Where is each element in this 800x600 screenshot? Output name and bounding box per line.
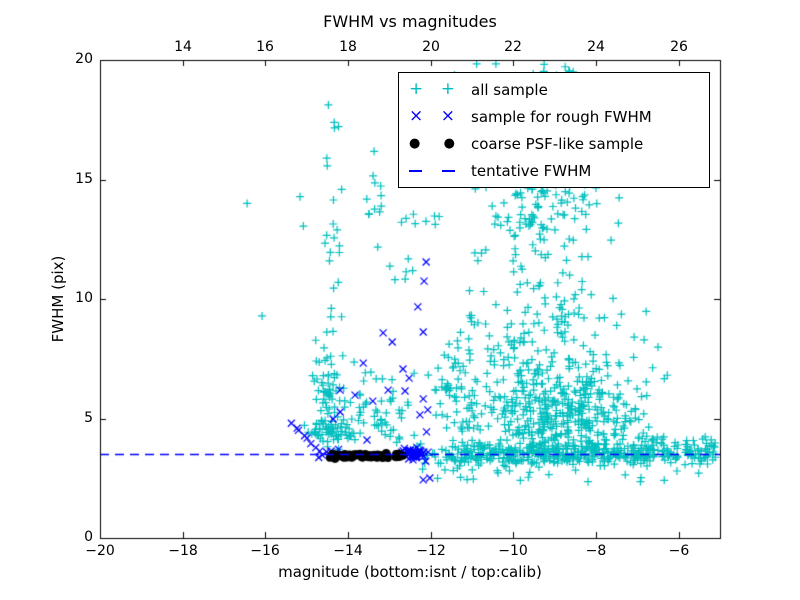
legend-entry-rough-fwhm: × × sample for rough FWHM [399, 103, 709, 130]
x-tick-label-bottom: −16 [250, 543, 280, 559]
y-tick-label: 20 [75, 51, 93, 67]
x-tick-label-bottom: −18 [168, 543, 198, 559]
legend: + + all sample × × sample for rough FWHM ●… [398, 72, 710, 188]
legend-label: tentative FWHM [471, 161, 592, 180]
legend-label: all sample [471, 80, 548, 99]
x-marker-icon: × × [409, 106, 455, 126]
legend-label: sample for rough FWHM [471, 107, 652, 126]
legend-entry-all-sample: + + all sample [399, 76, 709, 103]
y-tick-label: 5 [84, 410, 93, 426]
x-tick-label-top: 22 [504, 39, 522, 55]
x-tick-label-top: 20 [422, 39, 440, 55]
x-tick-label-bottom: −8 [585, 543, 607, 559]
legend-entry-tentative-fwhm: tentative FWHM [399, 157, 709, 184]
dot-icon: ● ● [409, 136, 455, 151]
x-axis-label: magnitude (bottom:isnt / top:calib) [278, 563, 542, 581]
x-tick-label-top: 14 [174, 39, 192, 55]
x-tick-label-bottom: −12 [416, 543, 446, 559]
x-tick-label-top: 24 [587, 39, 605, 55]
x-tick-label-top: 18 [339, 39, 357, 55]
y-tick-label: 15 [75, 171, 93, 187]
plus-icon: + + [409, 79, 455, 99]
x-tick-label-top: 26 [670, 39, 688, 55]
legend-label: coarse PSF-like sample [471, 134, 644, 153]
x-tick-label-top: 16 [256, 39, 274, 55]
y-tick-label: 0 [84, 529, 93, 545]
x-tick-label-bottom: −20 [85, 543, 115, 559]
x-tick-label-bottom: −14 [333, 543, 363, 559]
chart-title: FWHM vs magnitudes [323, 12, 497, 31]
dashed-line-icon [409, 169, 455, 172]
x-tick-label-bottom: −10 [498, 543, 528, 559]
x-tick-label-bottom: −6 [668, 543, 690, 559]
y-tick-label: 10 [75, 290, 93, 306]
legend-entry-psf-like: ● ● coarse PSF-like sample [399, 130, 709, 157]
